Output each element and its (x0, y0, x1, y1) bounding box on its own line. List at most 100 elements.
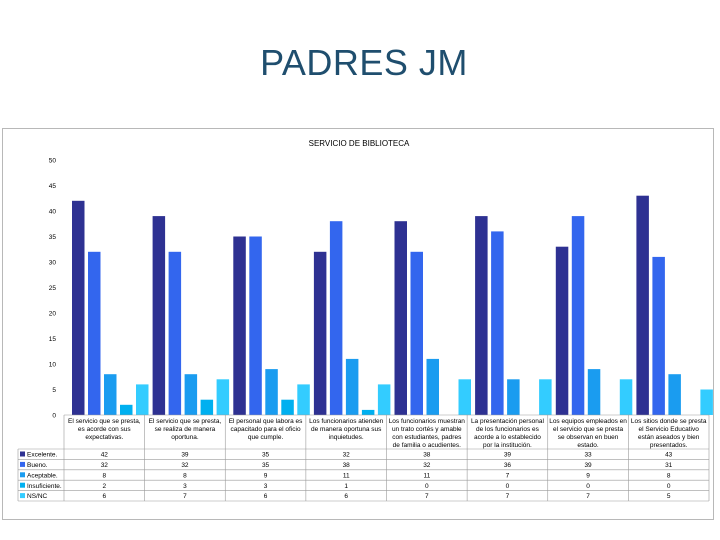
series-name: Excelente. (27, 452, 58, 459)
bar-chart: SERVICIO DE BIBLIOTECA051015202530354045… (17, 139, 713, 502)
bar (410, 251, 423, 415)
bar (394, 221, 407, 415)
series-name: Bueno. (27, 462, 48, 469)
data-label: 31 (665, 462, 673, 469)
y-tick-label: 5 (52, 387, 56, 394)
data-label: 3 (183, 483, 187, 490)
bar (265, 369, 278, 415)
y-tick-label: 20 (49, 311, 57, 318)
bar (539, 379, 552, 415)
bar (88, 251, 101, 415)
category-label: oportuna. (171, 434, 199, 441)
bar (200, 399, 214, 415)
y-tick-label: 25 (49, 285, 57, 292)
bar (668, 374, 681, 415)
data-label: 42 (101, 452, 109, 459)
category-label: estado. (577, 442, 599, 449)
y-tick-label: 10 (49, 362, 57, 369)
data-label: 7 (586, 493, 590, 500)
data-label: 11 (423, 472, 430, 479)
bar (587, 369, 601, 415)
bar (184, 374, 198, 415)
data-label: 9 (264, 472, 268, 479)
bar (168, 251, 182, 415)
data-label: 43 (665, 452, 673, 459)
bar (313, 251, 327, 415)
y-tick-label: 50 (49, 158, 57, 165)
bar (571, 216, 585, 415)
category-label: se realiza de manera (155, 426, 216, 433)
category-label: un trato cortés y amable (392, 426, 462, 433)
y-tick-label: 0 (52, 413, 56, 420)
data-label: 8 (103, 472, 107, 479)
bar (458, 379, 471, 415)
bar (652, 256, 665, 415)
bar (233, 236, 246, 415)
data-label: 3 (264, 483, 268, 490)
data-label: 39 (584, 462, 592, 469)
data-label: 7 (506, 472, 510, 479)
category-label: el servicio que se presta (553, 426, 623, 433)
slide-title: PADRES JM (260, 42, 468, 83)
chart-frame: SERVICIO DE BIBLIOTECA 0 5 10 15 20 25 30 35 40 45… (2, 128, 714, 520)
data-label: 36 (504, 462, 512, 469)
category-label: expectativas. (85, 434, 123, 441)
category-label: es acorde con sus (78, 426, 132, 433)
data-label: 32 (343, 452, 351, 459)
data-label: 0 (425, 483, 429, 490)
data-label: 32 (423, 462, 431, 469)
bar (136, 384, 149, 415)
bar (120, 404, 133, 415)
data-label: 8 (667, 472, 671, 479)
category-label: de familia o acudientes. (393, 442, 461, 449)
category-label: La presentación personal (471, 418, 545, 425)
bar (345, 358, 359, 415)
data-label: 32 (101, 462, 109, 469)
bar (377, 384, 391, 415)
data-label: 0 (586, 483, 590, 490)
data-label: 39 (181, 452, 189, 459)
legend-key (20, 482, 25, 488)
bar (507, 379, 520, 415)
category-label: El personal que labora es (229, 418, 303, 425)
data-label: 7 (506, 493, 510, 500)
category-label: El servicio que se presta, (149, 418, 222, 425)
bar (426, 358, 439, 415)
data-label: 6 (344, 493, 348, 500)
data-label: 39 (504, 452, 512, 459)
y-tick-label: 40 (49, 209, 57, 216)
bar (249, 236, 262, 415)
bar (216, 379, 230, 415)
series-name: Insuficiente. (27, 483, 62, 490)
data-label: 35 (262, 452, 270, 459)
category-label: Los funcionarios muestran (389, 418, 466, 425)
data-label: 35 (262, 462, 270, 469)
category-label: inquietudes. (329, 434, 364, 441)
data-label: 5 (667, 493, 671, 500)
category-label: por la institución. (483, 442, 532, 449)
data-label: 38 (423, 452, 431, 459)
y-tick-label: 30 (49, 260, 57, 267)
category-label: de manera oportuna sus (311, 426, 382, 433)
legend-key (20, 451, 25, 457)
bar (297, 384, 310, 415)
y-tick-label: 35 (49, 234, 57, 241)
category-label: acorde a lo establecido (474, 434, 541, 441)
bar (152, 216, 166, 415)
series-name: Aceptable. (27, 472, 58, 479)
bar (636, 195, 649, 415)
y-tick-label: 45 (49, 183, 57, 190)
data-label: 1 (344, 483, 348, 490)
bar (700, 389, 713, 415)
category-label: Los funcionarios atienden (309, 418, 383, 425)
data-label: 9 (586, 472, 590, 479)
bar (72, 200, 85, 415)
data-label: 7 (425, 493, 429, 500)
data-label: 6 (264, 493, 268, 500)
bar (475, 216, 488, 415)
category-label: de los funcionarios es (476, 426, 540, 433)
data-label: 11 (343, 472, 350, 479)
data-label: 6 (103, 493, 107, 500)
bar (361, 409, 375, 415)
bar (491, 231, 504, 415)
